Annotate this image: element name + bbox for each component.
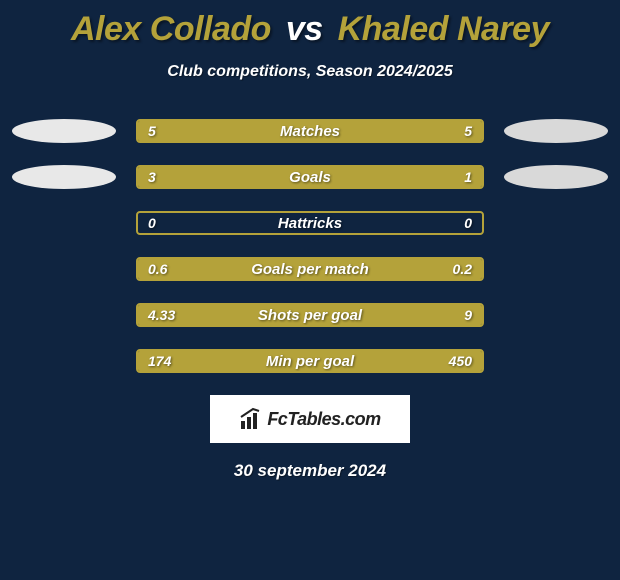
- stat-label: Goals per match: [138, 259, 482, 279]
- stat-label: Goals: [138, 167, 482, 187]
- stat-value-right: 5: [464, 121, 472, 141]
- stat-value-right: 450: [449, 351, 472, 371]
- vs-label: vs: [286, 10, 323, 48]
- stat-row: 0.6Goals per match0.2: [0, 257, 620, 281]
- stat-label: Hattricks: [138, 213, 482, 233]
- stat-row: 174Min per goal450: [0, 349, 620, 373]
- player1-ellipse: [12, 119, 116, 143]
- player2-ellipse: [504, 165, 608, 189]
- stat-row: 4.33Shots per goal9: [0, 303, 620, 327]
- stat-value-right: 0: [464, 213, 472, 233]
- stat-bar: 0.6Goals per match0.2: [136, 257, 484, 281]
- stat-row: 0Hattricks0: [0, 211, 620, 235]
- logo-text: FcTables.com: [267, 409, 380, 430]
- player2-name: Khaled Narey: [338, 10, 549, 48]
- comparison-title: Alex Collado vs Khaled Narey: [0, 0, 620, 49]
- subtitle: Club competitions, Season 2024/2025: [0, 63, 620, 81]
- stat-row: 3Goals1: [0, 165, 620, 189]
- player1-ellipse: [12, 165, 116, 189]
- stat-value-right: 9: [464, 305, 472, 325]
- stat-label: Matches: [138, 121, 482, 141]
- stat-value-right: 0.2: [453, 259, 472, 279]
- stat-bar: 174Min per goal450: [136, 349, 484, 373]
- stat-label: Min per goal: [138, 351, 482, 371]
- stat-label: Shots per goal: [138, 305, 482, 325]
- player1-name: Alex Collado: [71, 10, 271, 48]
- stat-value-right: 1: [464, 167, 472, 187]
- stat-bar: 5Matches5: [136, 119, 484, 143]
- stat-bar: 0Hattricks0: [136, 211, 484, 235]
- stat-bar: 4.33Shots per goal9: [136, 303, 484, 327]
- chart-icon: [239, 407, 263, 431]
- stat-bar: 3Goals1: [136, 165, 484, 189]
- fctables-logo: FcTables.com: [210, 395, 410, 443]
- footer-date: 30 september 2024: [0, 461, 620, 481]
- stat-row: 5Matches5: [0, 119, 620, 143]
- player2-ellipse: [504, 119, 608, 143]
- stats-chart: 5Matches5 3Goals1 0Hattricks0 0.6Goals per …: [0, 119, 620, 373]
